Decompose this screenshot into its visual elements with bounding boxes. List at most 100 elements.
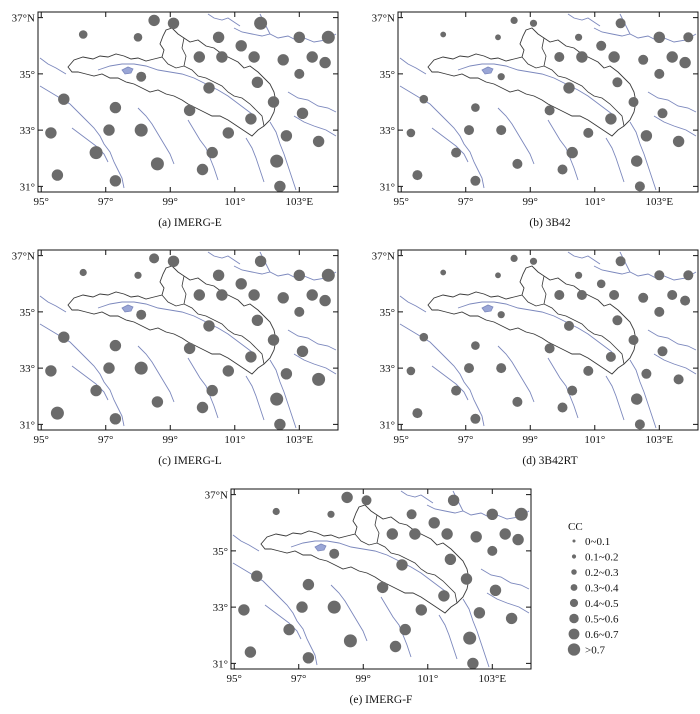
station-marker <box>321 30 335 44</box>
lat-tick-label: 37°N <box>372 251 395 263</box>
station-marker <box>277 292 289 304</box>
lat-tick-label: 33° <box>20 363 35 375</box>
legend-marker <box>568 628 580 640</box>
station-marker <box>109 175 122 187</box>
lat-tick-label: 31° <box>380 419 395 431</box>
station-marker <box>183 104 196 117</box>
lon-tick-label: 95° <box>34 196 49 208</box>
station-marker <box>399 623 411 636</box>
station-marker <box>596 279 606 289</box>
station-marker <box>489 584 502 596</box>
station-marker <box>376 581 389 594</box>
lon-tick-label: 101° <box>584 434 605 446</box>
station-marker <box>583 365 594 376</box>
station-marker <box>615 18 626 29</box>
lat-tick-label: 35° <box>380 69 395 81</box>
lon-tick-label: 97° <box>291 673 306 685</box>
station-marker <box>133 33 143 42</box>
station-marker <box>464 363 474 374</box>
map-frame <box>230 488 532 670</box>
station-marker <box>51 169 64 181</box>
station-marker <box>529 257 538 265</box>
station-marker <box>150 157 164 171</box>
station-marker <box>512 158 523 169</box>
station-marker <box>203 320 215 332</box>
station-marker <box>389 640 402 653</box>
station-marker <box>280 130 293 142</box>
station-marker <box>496 363 507 374</box>
lon-tick-label: 101° <box>584 196 605 208</box>
station-marker <box>683 32 694 43</box>
lat-tick-label: 33° <box>380 125 395 137</box>
station-marker <box>510 16 518 24</box>
station-marker <box>444 553 457 565</box>
station-marker <box>464 125 474 136</box>
basemap <box>399 251 697 429</box>
lat-tick-label: 33° <box>380 363 395 375</box>
lon-tick-label: 103°E <box>645 434 673 446</box>
station-marker <box>90 384 102 397</box>
map-frame <box>397 11 699 193</box>
station-marker <box>672 135 685 148</box>
lat-tick-label: 33° <box>20 125 35 137</box>
map-area <box>399 13 697 192</box>
station-marker <box>193 289 205 301</box>
lon-tick-label: 103°E <box>285 434 313 446</box>
map-panel-e: 95° 97° 99° 101° 103°E 31° 33° 35° 37°N <box>205 488 532 685</box>
station-marker <box>212 31 225 43</box>
station-marker <box>151 396 164 408</box>
station-marker <box>293 269 305 281</box>
station-marker <box>495 34 501 41</box>
station-marker <box>327 600 341 614</box>
station-marker <box>244 646 257 658</box>
station-marker <box>487 545 498 556</box>
station-marker <box>566 146 578 159</box>
lat-tick-label: 37°N <box>12 251 35 263</box>
station-marker <box>222 365 234 377</box>
station-marker <box>319 294 331 307</box>
station-marker <box>495 272 501 279</box>
station-marker <box>235 278 247 290</box>
panel-caption: (a) IMERG-E <box>158 217 222 229</box>
legend-title: CC <box>568 521 583 533</box>
panel-caption: (e) IMERG-F <box>350 694 413 706</box>
lat-tick-label: 37°N <box>205 490 228 502</box>
legend-label: 0.1~0.2 <box>585 552 618 564</box>
station-marker <box>277 54 289 66</box>
station-marker <box>78 30 88 39</box>
panel-caption: (b) 3B42 <box>529 217 570 229</box>
map-panel-a: 95° 97° 99° 101° 103°E 31° 33° 35° 37°N <box>12 11 339 208</box>
lat-tick-label: 31° <box>20 419 35 431</box>
legend-label: 0.4~0.5 <box>585 598 619 610</box>
station-marker <box>470 175 481 186</box>
station-marker <box>609 290 620 300</box>
station-marker <box>45 127 57 139</box>
station-marker <box>306 289 318 301</box>
lon-tick-label: 95° <box>394 196 409 208</box>
station-marker <box>306 51 318 63</box>
station-marker <box>274 418 286 430</box>
station-marker <box>329 548 340 559</box>
legend-marker <box>570 584 578 591</box>
lon-tick-label: 99° <box>163 434 178 446</box>
station-marker <box>419 94 429 104</box>
basemap <box>399 13 697 191</box>
station-marker <box>134 271 142 279</box>
lon-tick-label: 95° <box>394 434 409 446</box>
lon-tick-label: 103°E <box>645 196 673 208</box>
station-marker <box>136 309 147 320</box>
station-marker <box>294 306 305 317</box>
legend-label: 0.5~0.6 <box>585 614 619 626</box>
station-marker <box>415 604 427 616</box>
map-frame <box>397 249 699 431</box>
station-marker <box>251 314 264 326</box>
station-marker <box>419 332 429 342</box>
station-marker <box>460 573 473 585</box>
station-marker <box>451 147 462 158</box>
lat-tick-label: 31° <box>380 181 395 193</box>
station-marker <box>196 401 209 414</box>
map-panel-d: 95° 97° 99° 101° 103°E 31° 33° 35° 37°N <box>372 249 699 446</box>
station-marker <box>193 51 205 63</box>
station-marker <box>470 531 482 543</box>
station-marker <box>499 528 511 540</box>
